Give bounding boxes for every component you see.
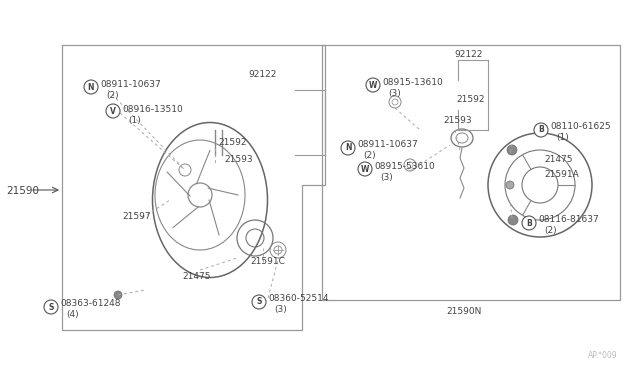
Text: 08915-53610: 08915-53610 xyxy=(374,162,435,171)
Text: N: N xyxy=(88,83,94,92)
Text: S: S xyxy=(256,298,262,307)
Circle shape xyxy=(252,295,266,309)
Text: 08110-61625: 08110-61625 xyxy=(550,122,611,131)
Circle shape xyxy=(84,80,98,94)
Circle shape xyxy=(106,104,120,118)
Circle shape xyxy=(44,300,58,314)
Text: N: N xyxy=(345,144,351,153)
Text: 08916-13510: 08916-13510 xyxy=(122,105,183,114)
Text: 08911-10637: 08911-10637 xyxy=(357,140,418,149)
Circle shape xyxy=(522,216,536,230)
Circle shape xyxy=(366,78,380,92)
Circle shape xyxy=(114,291,122,299)
Text: (2): (2) xyxy=(363,151,376,160)
Text: W: W xyxy=(361,164,369,173)
Text: (4): (4) xyxy=(66,310,79,319)
Text: 21591A: 21591A xyxy=(544,170,579,179)
Text: 21590: 21590 xyxy=(6,186,39,196)
Text: S: S xyxy=(48,302,54,311)
Text: B: B xyxy=(526,218,532,228)
Text: 21590N: 21590N xyxy=(446,307,481,316)
Text: 21592: 21592 xyxy=(456,95,484,104)
Text: 21593: 21593 xyxy=(224,155,253,164)
Text: 08915-13610: 08915-13610 xyxy=(382,78,443,87)
Text: 92122: 92122 xyxy=(454,50,483,59)
Text: W: W xyxy=(369,80,377,90)
Text: (3): (3) xyxy=(380,173,393,182)
Text: 21475: 21475 xyxy=(544,155,573,164)
Text: (3): (3) xyxy=(388,89,401,98)
Text: 08363-61248: 08363-61248 xyxy=(60,299,120,308)
Text: 21591C: 21591C xyxy=(250,257,285,266)
Text: 08360-52514: 08360-52514 xyxy=(268,294,328,303)
Text: 21597: 21597 xyxy=(122,212,150,221)
Text: (1): (1) xyxy=(128,116,141,125)
Text: AP.*009: AP.*009 xyxy=(588,351,618,360)
Text: (3): (3) xyxy=(274,305,287,314)
Text: 08911-10637: 08911-10637 xyxy=(100,80,161,89)
Text: (2): (2) xyxy=(544,226,557,235)
Circle shape xyxy=(507,145,517,155)
Text: (2): (2) xyxy=(106,91,118,100)
Text: 21593: 21593 xyxy=(443,116,472,125)
Text: (1): (1) xyxy=(556,133,569,142)
Text: 21592: 21592 xyxy=(218,138,246,147)
Text: B: B xyxy=(538,125,544,135)
Text: 92122: 92122 xyxy=(248,70,276,79)
Text: 21475: 21475 xyxy=(182,272,211,281)
Text: 08116-81637: 08116-81637 xyxy=(538,215,599,224)
Circle shape xyxy=(506,181,514,189)
Text: V: V xyxy=(110,106,116,115)
Circle shape xyxy=(534,123,548,137)
Circle shape xyxy=(341,141,355,155)
Circle shape xyxy=(508,215,518,225)
Circle shape xyxy=(358,162,372,176)
